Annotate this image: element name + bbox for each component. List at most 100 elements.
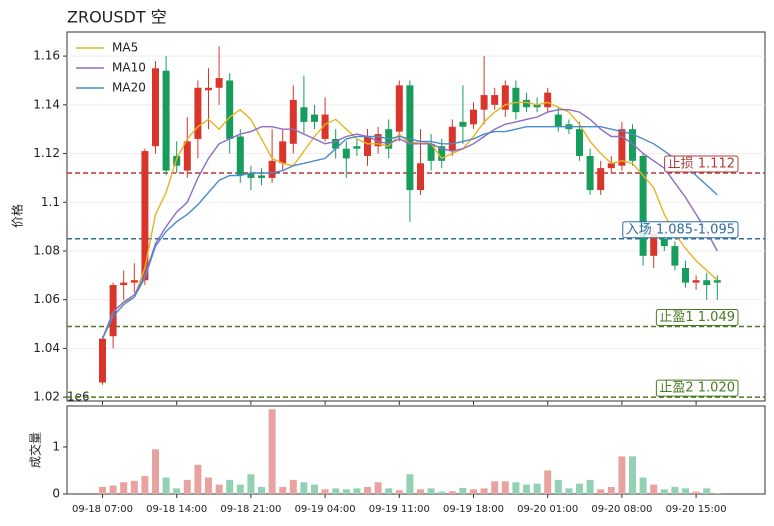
candle-body	[618, 129, 626, 166]
volume-bar	[671, 486, 679, 494]
candle-body	[533, 104, 541, 108]
candle-body	[607, 163, 615, 169]
candle-body	[470, 109, 477, 125]
volume-bar	[448, 491, 456, 494]
volume-bar	[342, 489, 350, 494]
candle-body	[215, 78, 223, 88]
volume-bar	[173, 488, 181, 494]
candle-body	[162, 70, 170, 171]
y-tick-label: 1.16	[33, 49, 60, 63]
candle-body	[183, 141, 191, 171]
volume-bar	[321, 489, 329, 494]
candle-body	[417, 163, 424, 191]
level-label-box	[664, 155, 739, 173]
candle-body	[650, 233, 658, 256]
volume-bar	[406, 474, 414, 494]
y-tick-label: 1.04	[33, 341, 60, 355]
candle-body	[554, 114, 562, 127]
candle-body	[226, 80, 234, 139]
candle-body	[374, 134, 382, 147]
candle-body	[258, 175, 265, 178]
candle-body	[427, 143, 435, 161]
y-tick-label: 1.08	[33, 243, 60, 257]
candle-body	[523, 99, 530, 108]
level-label: 止损 1.112	[668, 157, 735, 172]
candle-body	[629, 129, 636, 161]
candle-body	[501, 85, 509, 110]
candle-body	[544, 92, 552, 108]
candle-body	[459, 121, 467, 127]
volume-bar	[236, 484, 244, 494]
volume-bar	[311, 484, 318, 494]
volume-bar	[607, 486, 615, 494]
volume-bar	[99, 486, 106, 494]
x-tick-label: 09-20 15:00	[666, 504, 727, 515]
level-label: 止盈2 1.020	[659, 381, 735, 396]
volume-bar	[660, 489, 668, 494]
volume-bar	[586, 479, 594, 494]
volume-bar	[109, 485, 117, 494]
candle-body	[491, 95, 499, 105]
volume-bar	[258, 486, 265, 494]
volume-bar	[247, 474, 255, 494]
x-tick-label: 09-19 11:00	[369, 504, 430, 515]
candle-body	[99, 338, 106, 383]
candle-body	[586, 155, 594, 191]
legend-label: MA20	[112, 81, 146, 95]
candle-body	[671, 246, 679, 266]
level-label: 入场 1.085-1.095	[626, 222, 735, 237]
volume-bar	[491, 481, 499, 494]
candle-body	[480, 95, 488, 110]
volume-bar	[565, 488, 573, 494]
x-tick-label: 09-20 01:00	[517, 504, 578, 515]
volume-bar	[395, 490, 403, 494]
candle-body	[406, 85, 414, 191]
level-label: 止盈1 1.049	[659, 310, 735, 325]
plot-frame	[66, 31, 766, 402]
candle-body	[576, 129, 583, 156]
candle-body	[703, 280, 711, 286]
volume-bar	[226, 479, 234, 494]
volume-bar	[141, 476, 149, 494]
volume-bar	[554, 479, 562, 494]
candle-body	[141, 151, 149, 281]
volume-bar	[703, 488, 711, 494]
volume-bar	[682, 488, 689, 494]
candle-body	[395, 85, 403, 132]
volume-bar	[427, 488, 435, 494]
candle-body	[289, 99, 297, 144]
volume-bar	[205, 477, 212, 494]
volume-bar	[618, 456, 626, 494]
level-label-box	[622, 221, 739, 239]
volume-bar	[152, 449, 159, 494]
candle-body	[321, 114, 329, 139]
volume-bar	[713, 493, 721, 494]
volume-bar	[374, 482, 382, 494]
candle-body	[311, 114, 318, 122]
volume-frame	[66, 405, 766, 495]
chart-title: ZROUSDT 空	[67, 8, 167, 27]
volume-bar	[576, 483, 583, 494]
candle-body	[332, 138, 340, 149]
volume-bar	[438, 491, 446, 494]
y-tick-label: 1.14	[33, 97, 60, 111]
volume-y-tick-label: 0	[52, 487, 60, 501]
volume-bar	[183, 479, 191, 494]
volume-bar	[470, 489, 477, 494]
x-tick-label: 09-18 21:00	[220, 504, 281, 515]
candle-body	[353, 146, 361, 149]
y-axis-label: 价格	[10, 204, 25, 228]
candle-body	[300, 107, 308, 122]
volume-bar	[639, 477, 647, 494]
x-tick-label: 09-18 14:00	[146, 504, 207, 515]
candle-body	[512, 87, 520, 113]
candle-body	[639, 155, 647, 256]
volume-bar	[629, 456, 636, 494]
volume-bar	[544, 470, 552, 494]
ma-line	[101, 126, 718, 339]
x-tick-label: 09-19 04:00	[295, 504, 356, 515]
volume-bar	[130, 480, 138, 494]
candle-body	[660, 238, 668, 247]
candle-body	[109, 285, 117, 337]
candle-body	[194, 87, 202, 139]
